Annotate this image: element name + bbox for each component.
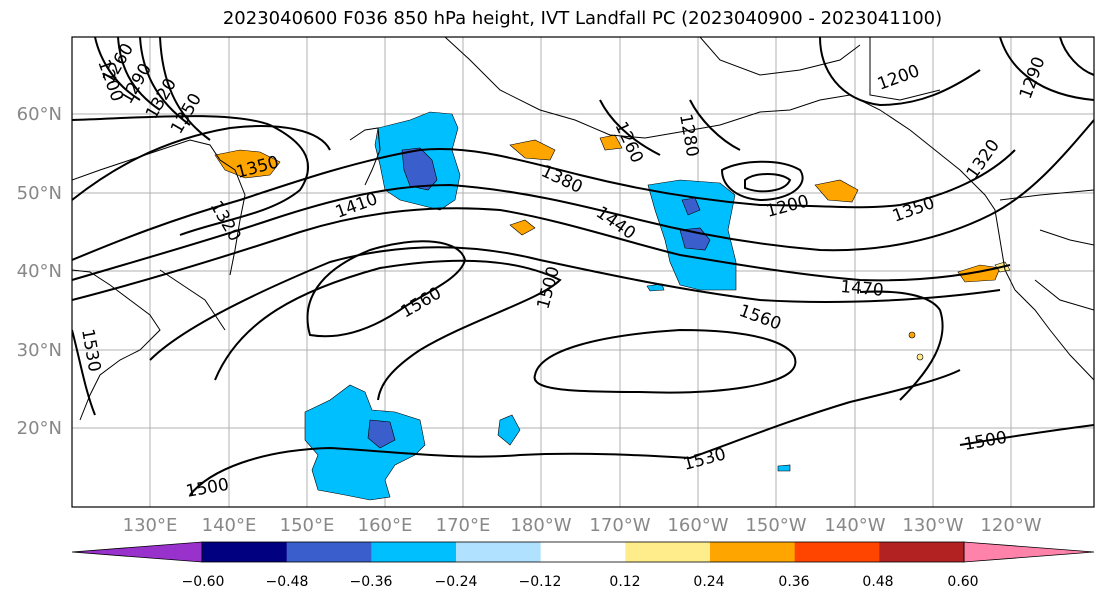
map-title: 2023040600 F036 850 hPa height, IVT Land… [222, 8, 943, 29]
colorbar-tick-label: −0.36 [350, 574, 393, 590]
lon-label: 170°W [589, 515, 650, 536]
colorbar-segment [625, 542, 711, 562]
colorbar-segment [286, 542, 372, 562]
latitude-labels: 60°N 50°N 40°N 30°N 20°N [17, 104, 62, 439]
colorbar-tick-label: −0.24 [435, 574, 478, 590]
colorbar-extend-high [963, 541, 1095, 563]
lat-label: 30°N [17, 340, 62, 361]
map-frame [71, 36, 1095, 508]
colorbar-tick-label: 0.60 [947, 574, 978, 590]
contour-label: 1470 [840, 277, 885, 301]
lon-label: 150°W [745, 515, 806, 536]
colorbar-tick-label: 0.24 [693, 574, 724, 590]
colorbar-segment [794, 542, 880, 562]
map-panel [72, 37, 1094, 507]
lat-label: 50°N [17, 183, 62, 204]
lat-label: 20°N [17, 418, 62, 439]
colorbar-segment [202, 542, 288, 562]
gridlines [72, 37, 1094, 507]
lon-label: 140°W [824, 515, 885, 536]
lon-label: 160°E [358, 515, 413, 536]
lon-label: 130°E [123, 515, 178, 536]
height-contours [72, 37, 1094, 496]
colorbar-segment [879, 542, 965, 562]
longitude-labels: 130°E 140°E 150°E 160°E 170°E 180°W 170°… [123, 515, 1042, 536]
lon-label: 170°E [436, 515, 491, 536]
colorbar-segment [540, 542, 626, 562]
colorbar-tick-label: −0.60 [182, 574, 225, 590]
lon-label: 140°E [202, 515, 257, 536]
lon-label: 180°W [510, 515, 571, 536]
lon-label: 160°W [667, 515, 728, 536]
lon-label: 150°E [280, 515, 335, 536]
colorbar-segment [371, 542, 457, 562]
colorbar-tick-labels: −0.60 −0.48 −0.36 −0.24 −0.12 0.12 0.24 … [182, 574, 979, 590]
lon-label: 120°W [980, 515, 1041, 536]
lat-label: 40°N [17, 261, 62, 282]
colorbar [71, 541, 1095, 563]
colorbar-frame [201, 541, 965, 563]
colorbar-tick-label: 0.48 [862, 574, 893, 590]
colorbar-segment [456, 542, 542, 562]
lon-label: 130°W [902, 515, 963, 536]
colorbar-segment [710, 542, 796, 562]
colorbar-tick-label: −0.12 [519, 574, 562, 590]
colorbar-tick-label: −0.48 [266, 574, 309, 590]
colorbar-tick-label: 0.36 [778, 574, 809, 590]
colorbar-extend-low [71, 541, 203, 563]
lat-label: 60°N [17, 104, 62, 125]
colorbar-tick-label: 0.12 [609, 574, 640, 590]
